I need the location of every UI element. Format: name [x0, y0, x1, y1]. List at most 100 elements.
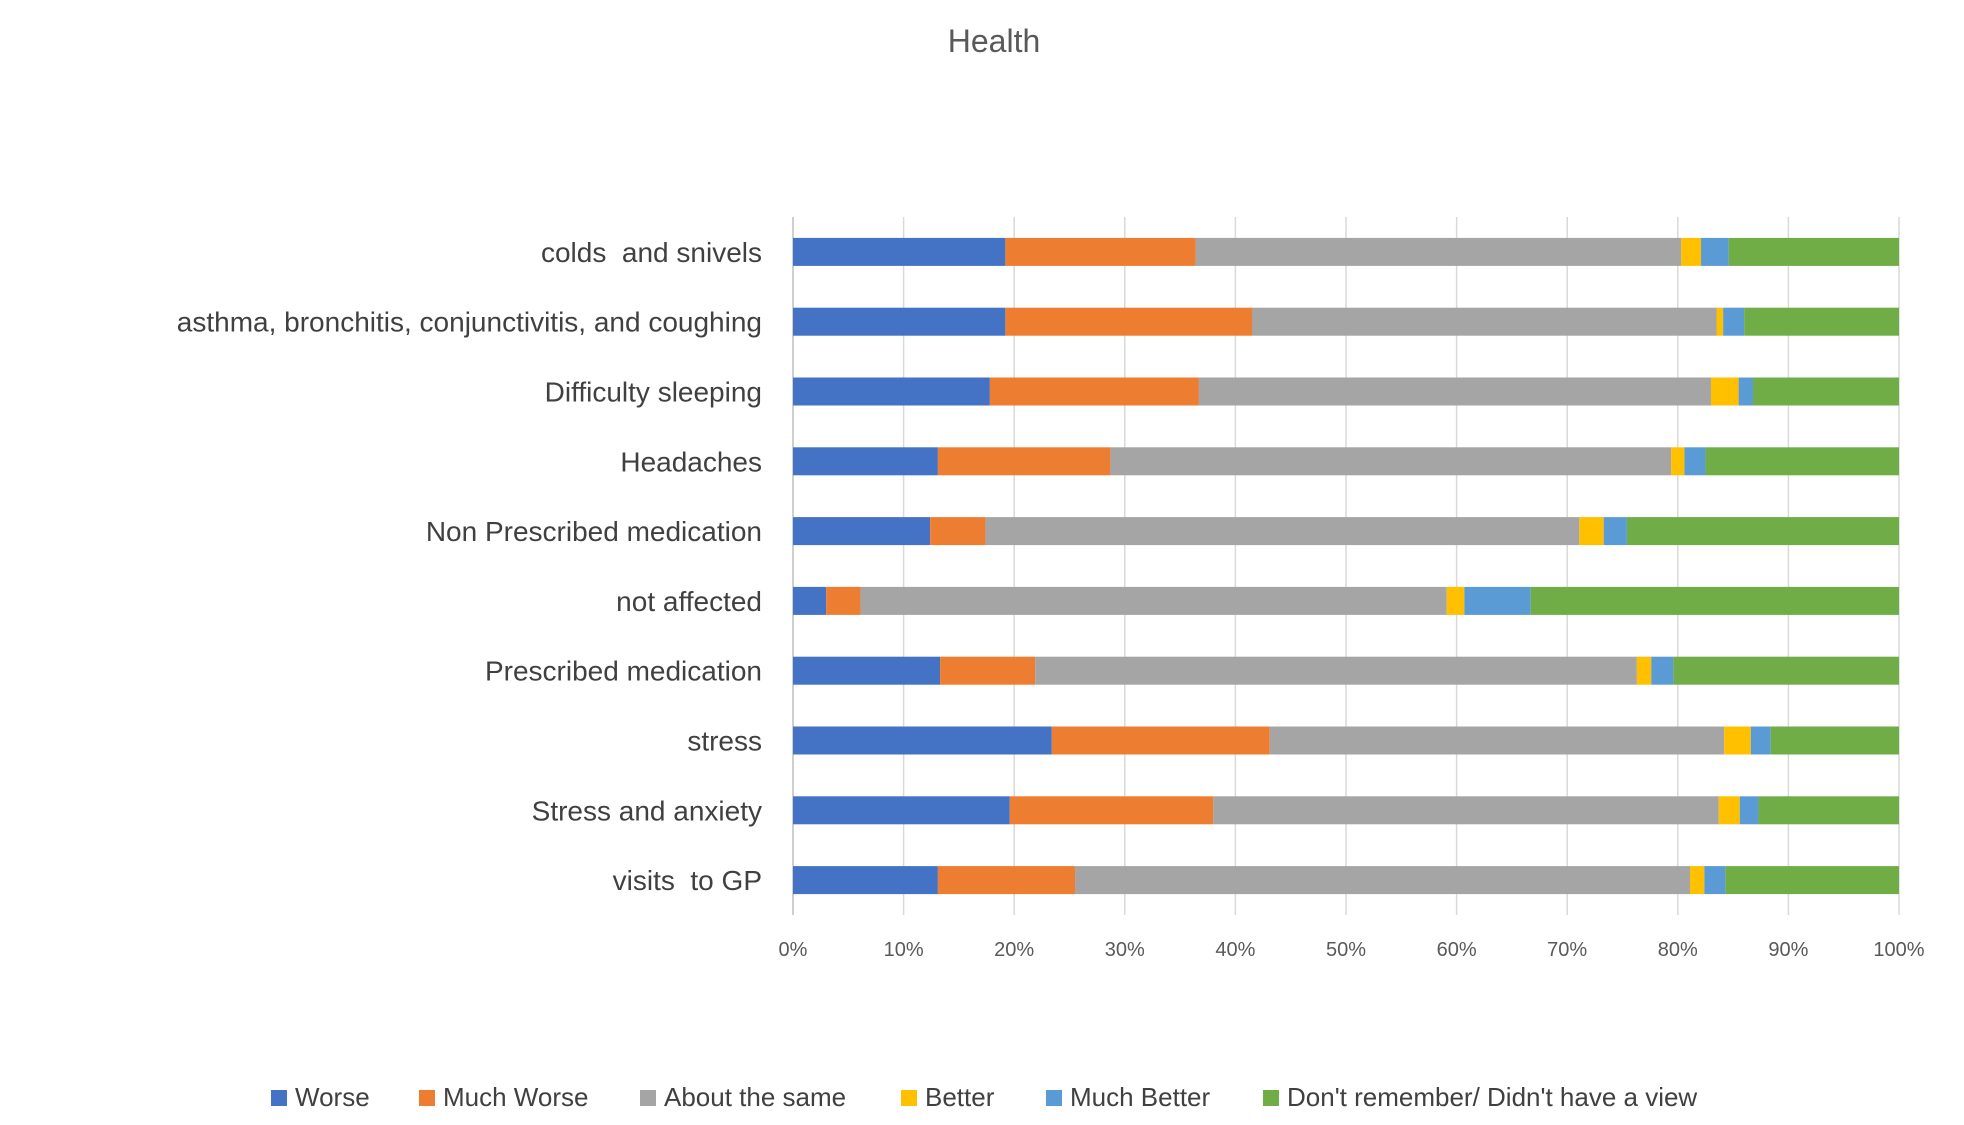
bar-segment: [1744, 307, 1899, 336]
bar-segment: [1626, 517, 1899, 546]
bar-segment: [1723, 307, 1745, 336]
bar-segment: [989, 377, 1199, 406]
bar-segment: [1770, 726, 1899, 755]
bar-segment: [1213, 796, 1719, 825]
legend-label: About the same: [664, 1082, 846, 1112]
bar-segment: [793, 586, 827, 615]
bar-segment: [1579, 517, 1604, 546]
bar-segment: [1651, 656, 1674, 685]
chart-title: Health: [948, 23, 1041, 59]
bar-segment: [1195, 237, 1682, 266]
category-label: Non Prescribed medication: [426, 516, 762, 547]
legend-label: Better: [925, 1082, 995, 1112]
bar-segment: [1035, 656, 1637, 685]
bar-segment: [1251, 307, 1717, 336]
bar-segment: [1758, 796, 1899, 825]
bar-segment: [1530, 586, 1899, 615]
bar-segment: [793, 237, 1006, 266]
legend-swatch: [419, 1090, 435, 1106]
bar-segment: [1724, 726, 1751, 755]
category-label: asthma, bronchitis, conjunctivitis, and …: [177, 307, 762, 338]
bar-segment: [793, 866, 938, 895]
x-tick-label: 60%: [1437, 939, 1477, 961]
category-label: colds and snivels: [541, 237, 762, 268]
bar-segment: [1701, 237, 1729, 266]
bar-segment: [1753, 377, 1899, 406]
legend-swatch: [901, 1090, 917, 1106]
bar-segment: [1725, 866, 1899, 895]
x-tick-label: 10%: [884, 939, 924, 961]
legend-label: Much Better: [1070, 1082, 1211, 1112]
legend-label: Don't remember/ Didn't have a view: [1287, 1082, 1697, 1112]
legend-label: Worse: [295, 1082, 370, 1112]
bars: [793, 237, 1899, 895]
bar-segment: [860, 586, 1447, 615]
bar-segment: [985, 517, 1580, 546]
bar-segment: [1738, 377, 1754, 406]
legend-swatch: [640, 1090, 656, 1106]
category-label: not affected: [616, 586, 762, 617]
bar-segment: [937, 866, 1076, 895]
bar-segment: [826, 586, 861, 615]
bar-segment: [940, 656, 1036, 685]
bar-segment: [1716, 307, 1724, 336]
bar-segment: [1446, 586, 1465, 615]
bar-segment: [1603, 517, 1627, 546]
x-tick-label: 50%: [1326, 939, 1366, 961]
bar-segment: [937, 447, 1111, 476]
category-label: Headaches: [620, 446, 762, 477]
bar-segment: [793, 447, 938, 476]
category-label: Prescribed medication: [485, 656, 762, 687]
category-labels: colds and snivels asthma, bronchitis, con…: [177, 237, 762, 896]
bar-segment: [1673, 656, 1899, 685]
legend-swatch: [271, 1090, 287, 1106]
x-tick-label: 80%: [1658, 939, 1698, 961]
legend-label: Much Worse: [443, 1082, 588, 1112]
bar-segment: [793, 377, 990, 406]
x-tick-label: 100%: [1873, 939, 1924, 961]
bar-segment: [1704, 866, 1726, 895]
bar-segment: [1269, 726, 1725, 755]
bar-segment: [1689, 866, 1705, 895]
bar-segment: [1739, 796, 1759, 825]
category-label: stress: [687, 726, 762, 757]
bar-segment: [1750, 726, 1771, 755]
bar-segment: [793, 796, 1010, 825]
x-tick-label: 20%: [994, 939, 1034, 961]
category-label: Stress and anxiety: [532, 795, 762, 826]
bar-segment: [1464, 586, 1531, 615]
x-tick-label: 0%: [779, 939, 808, 961]
bar-segment: [1636, 656, 1652, 685]
bar-segment: [1198, 377, 1711, 406]
category-label: Difficulty sleeping: [545, 377, 762, 408]
bar-segment: [1671, 447, 1685, 476]
bar-segment: [1075, 866, 1690, 895]
legend: Worse Much Worse About the same Better Much …: [271, 1082, 1697, 1112]
bar-segment: [793, 726, 1052, 755]
x-tick-label: 40%: [1215, 939, 1255, 961]
x-tick-label: 70%: [1547, 939, 1587, 961]
bar-segment: [793, 307, 1006, 336]
bar-segment: [930, 517, 986, 546]
bar-segment: [1110, 447, 1672, 476]
bar-segment: [1705, 447, 1899, 476]
x-tick-labels: 0% 10% 20% 30% 40% 50% 60% 70% 80% 90% 100%: [779, 939, 1925, 961]
category-label: visits to GP: [613, 865, 762, 896]
bar-segment: [793, 656, 941, 685]
bar-segment: [1710, 377, 1739, 406]
legend-swatch: [1046, 1090, 1062, 1106]
bar-segment: [1005, 237, 1196, 266]
bar-segment: [1005, 307, 1252, 336]
bar-segment: [1728, 237, 1899, 266]
x-tick-label: 90%: [1768, 939, 1808, 961]
bar-segment: [1051, 726, 1270, 755]
legend-swatch: [1263, 1090, 1279, 1106]
x-tick-label: 30%: [1105, 939, 1145, 961]
bar-segment: [1009, 796, 1214, 825]
bar-segment: [1684, 447, 1706, 476]
bar-segment: [1681, 237, 1702, 266]
bar-segment: [793, 517, 931, 546]
bar-segment: [1718, 796, 1740, 825]
